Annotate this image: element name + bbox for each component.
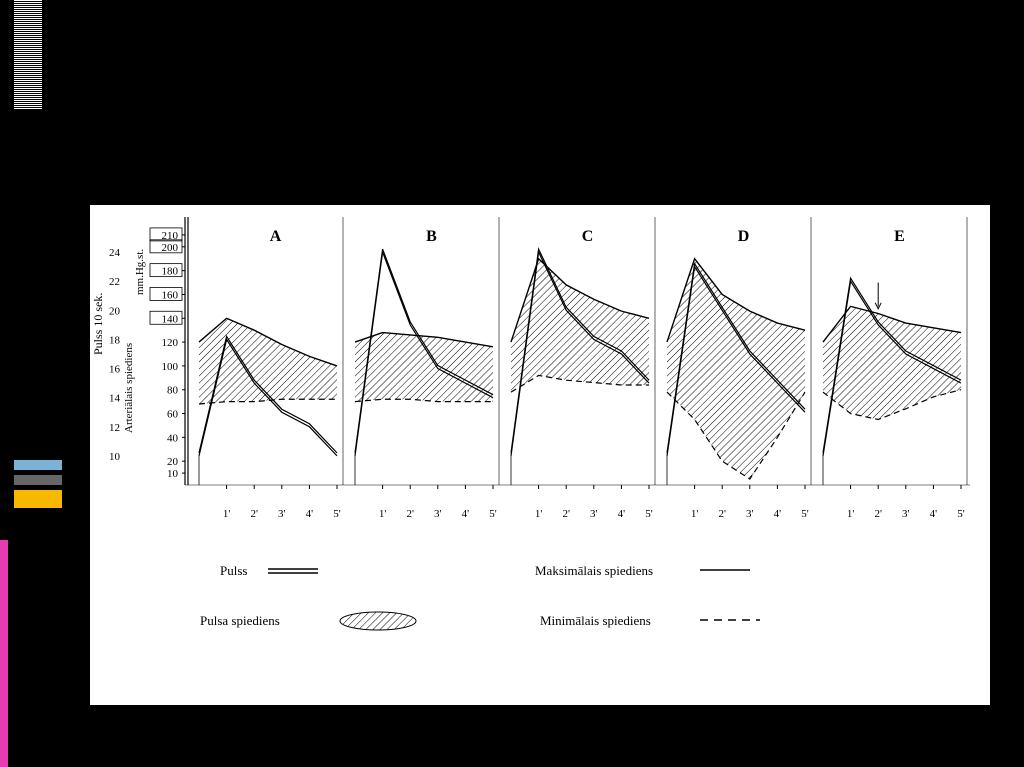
barcode-accent	[14, 0, 42, 110]
panel-D: 1' 2' 3' 4' 5' D	[667, 217, 811, 520]
panel-A: 1' 2' 3' 4' 5' A	[199, 217, 343, 520]
svg-text:1': 1'	[691, 508, 699, 520]
svg-text:12: 12	[109, 422, 120, 434]
y-label-unit: mm.Hg.st.	[134, 249, 146, 295]
multi-panel-chart: Pulss 10 sek. Arteriālais spiediens mm.Hg.…	[90, 205, 990, 705]
panel-C: 1' 2' 3' 4' 5' C	[511, 217, 655, 520]
svg-text:200: 200	[162, 242, 179, 254]
svg-text:4': 4'	[306, 508, 314, 520]
svg-text:3': 3'	[746, 508, 754, 520]
svg-text:4': 4'	[930, 508, 938, 520]
svg-text:140: 140	[162, 313, 179, 325]
grey-accent	[14, 475, 62, 485]
svg-text:3': 3'	[590, 508, 598, 520]
panel-B: 1' 2' 3' 4' 5' B	[355, 217, 499, 520]
svg-text:180: 180	[162, 266, 179, 278]
panel-label: B	[426, 228, 437, 245]
svg-text:4': 4'	[618, 508, 626, 520]
svg-text:60: 60	[167, 409, 179, 421]
svg-text:3': 3'	[278, 508, 286, 520]
svg-text:3': 3'	[434, 508, 442, 520]
panel-label: E	[894, 228, 905, 245]
svg-text:16: 16	[109, 364, 121, 376]
svg-text:1': 1'	[379, 508, 387, 520]
svg-text:210: 210	[162, 230, 179, 242]
svg-text:22: 22	[109, 276, 120, 288]
svg-text:120: 120	[162, 337, 179, 349]
svg-text:5': 5'	[489, 508, 497, 520]
svg-text:5': 5'	[957, 508, 965, 520]
svg-text:1': 1'	[535, 508, 543, 520]
svg-text:4': 4'	[774, 508, 782, 520]
panel-label: A	[270, 228, 282, 245]
pink-stripe	[0, 540, 8, 767]
legend: Pulss Pulsa spiediens Maksimālais spiedien…	[200, 563, 760, 630]
svg-text:20: 20	[167, 456, 179, 468]
svg-text:10: 10	[109, 451, 121, 463]
legend-min: Minimālais spiediens	[540, 613, 651, 628]
svg-text:5': 5'	[645, 508, 653, 520]
yellow-accent	[14, 490, 62, 508]
svg-text:14: 14	[109, 393, 121, 405]
svg-text:5': 5'	[801, 508, 809, 520]
svg-text:2': 2'	[250, 508, 258, 520]
svg-text:100: 100	[162, 361, 179, 373]
svg-text:160: 160	[162, 289, 179, 301]
svg-text:10: 10	[167, 468, 179, 480]
svg-text:40: 40	[167, 432, 179, 444]
legend-pulss: Pulss	[220, 563, 247, 578]
svg-text:80: 80	[167, 385, 179, 397]
legend-max: Maksimālais spiediens	[535, 563, 653, 578]
svg-text:18: 18	[109, 334, 121, 346]
svg-text:1': 1'	[847, 508, 855, 520]
svg-text:2': 2'	[874, 508, 882, 520]
panel-E: 1' 2' 3' 4' 5' E	[823, 217, 967, 520]
svg-text:4': 4'	[462, 508, 470, 520]
svg-text:5': 5'	[333, 508, 341, 520]
panel-label: C	[582, 228, 594, 245]
svg-text:1': 1'	[223, 508, 231, 520]
y-label-bp: Arteriālais spiediens	[123, 343, 135, 433]
svg-text:2': 2'	[718, 508, 726, 520]
y-label-pulss: Pulss 10 sek.	[91, 293, 105, 355]
svg-text:20: 20	[109, 305, 121, 317]
svg-text:2': 2'	[562, 508, 570, 520]
panel-label: D	[738, 228, 750, 245]
svg-text:2': 2'	[406, 508, 414, 520]
chart-figure: Pulss 10 sek. Arteriālais spiediens mm.Hg.…	[90, 205, 990, 705]
legend-pulsa: Pulsa spiediens	[200, 613, 280, 628]
blue-accent	[14, 460, 62, 470]
svg-text:24: 24	[109, 247, 121, 259]
slide: Pulss 10 sek. Arteriālais spiediens mm.Hg.…	[0, 0, 1024, 767]
svg-text:3': 3'	[902, 508, 910, 520]
